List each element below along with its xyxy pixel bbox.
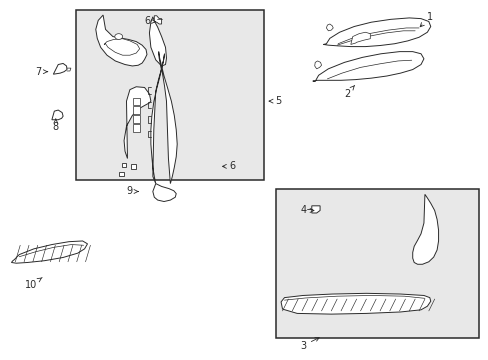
Text: 1: 1: [419, 12, 432, 27]
Polygon shape: [52, 110, 63, 120]
Polygon shape: [133, 107, 140, 114]
Polygon shape: [350, 32, 369, 44]
Polygon shape: [326, 24, 332, 31]
Text: 5: 5: [268, 96, 281, 106]
Polygon shape: [312, 51, 423, 81]
Circle shape: [115, 34, 122, 40]
Polygon shape: [53, 63, 67, 74]
Polygon shape: [119, 172, 123, 176]
Polygon shape: [311, 206, 320, 213]
Text: 3: 3: [299, 338, 319, 351]
Polygon shape: [412, 194, 438, 264]
FancyBboxPatch shape: [76, 10, 264, 180]
Text: 2: 2: [343, 85, 354, 99]
Polygon shape: [104, 39, 140, 55]
Polygon shape: [314, 61, 321, 69]
Polygon shape: [133, 125, 140, 132]
Polygon shape: [131, 163, 136, 168]
Text: 9: 9: [126, 186, 138, 197]
Polygon shape: [122, 163, 126, 167]
Text: 8: 8: [53, 119, 59, 132]
Polygon shape: [124, 87, 151, 158]
Text: 4: 4: [300, 206, 313, 216]
Polygon shape: [151, 54, 164, 184]
Polygon shape: [133, 116, 140, 123]
Polygon shape: [96, 15, 147, 66]
Polygon shape: [153, 184, 176, 202]
Text: 6: 6: [222, 161, 235, 171]
Polygon shape: [154, 16, 161, 24]
Text: 7: 7: [36, 67, 47, 77]
Text: 10: 10: [25, 278, 42, 290]
Polygon shape: [149, 17, 166, 66]
Polygon shape: [133, 98, 140, 105]
Polygon shape: [281, 293, 430, 314]
FancyBboxPatch shape: [276, 189, 478, 338]
Text: 6: 6: [143, 17, 156, 27]
Polygon shape: [158, 51, 177, 184]
Polygon shape: [323, 18, 430, 46]
Polygon shape: [11, 241, 87, 263]
